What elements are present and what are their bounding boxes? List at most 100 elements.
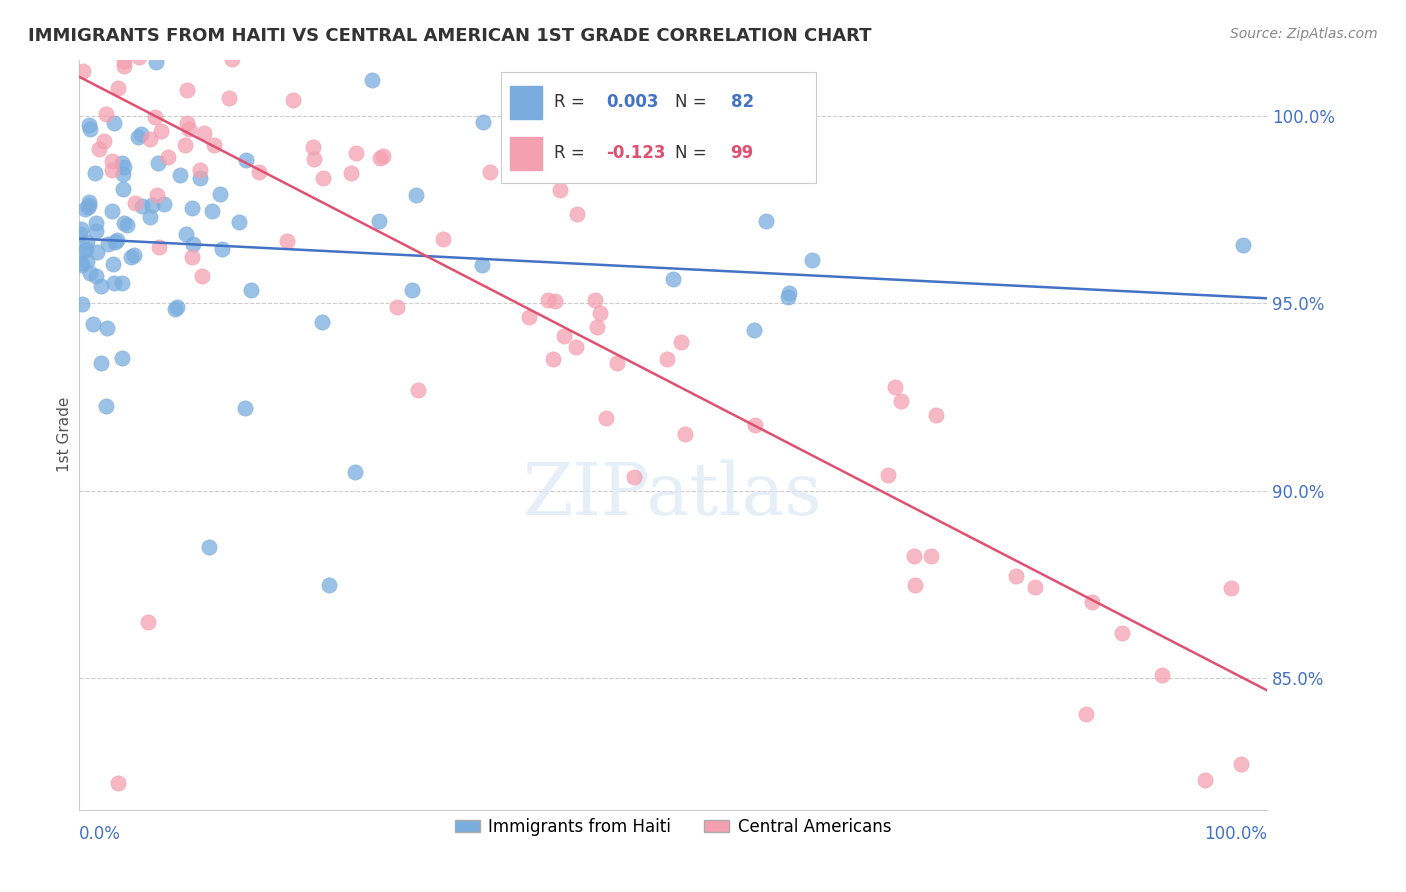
Point xyxy=(101,162,124,177)
Point xyxy=(920,549,942,564)
Point xyxy=(343,465,366,479)
Point xyxy=(103,34,125,48)
Point xyxy=(589,306,612,320)
Point xyxy=(368,214,391,228)
Point xyxy=(778,290,800,304)
Point xyxy=(586,320,609,334)
Point xyxy=(302,152,325,166)
Point xyxy=(188,163,211,178)
Point xyxy=(75,242,97,256)
Point xyxy=(90,278,112,293)
Point xyxy=(266,34,288,48)
Point xyxy=(1220,581,1243,595)
Point xyxy=(157,150,180,164)
Point xyxy=(1004,569,1026,583)
Point xyxy=(387,300,409,314)
Point xyxy=(97,34,120,48)
Point xyxy=(1081,595,1104,609)
Point xyxy=(76,235,98,249)
Point xyxy=(1074,707,1097,722)
Point xyxy=(112,160,135,174)
Point xyxy=(77,194,100,209)
Point xyxy=(877,468,900,483)
Point xyxy=(97,236,120,251)
Point xyxy=(479,165,502,179)
Text: ZIPatlas: ZIPatlas xyxy=(523,459,823,530)
Point xyxy=(1024,580,1046,594)
Point xyxy=(79,266,101,280)
Point xyxy=(136,615,159,629)
Point xyxy=(228,215,250,229)
Point xyxy=(904,578,927,592)
Point xyxy=(673,427,696,442)
Point xyxy=(94,399,117,413)
Point xyxy=(595,411,617,425)
Point xyxy=(150,124,173,138)
Point xyxy=(302,140,325,154)
Point xyxy=(72,63,94,78)
Point xyxy=(368,151,391,165)
Point xyxy=(143,110,166,124)
Point xyxy=(406,383,429,397)
Point xyxy=(742,324,765,338)
Point xyxy=(177,34,200,48)
Point xyxy=(197,43,219,57)
Point xyxy=(145,188,167,202)
Point xyxy=(166,301,188,315)
Point xyxy=(211,242,233,256)
Point xyxy=(79,122,101,136)
Point xyxy=(606,356,628,370)
Point xyxy=(111,167,134,181)
Point xyxy=(218,91,240,105)
Point xyxy=(111,156,134,170)
Point xyxy=(112,182,135,196)
Point xyxy=(103,276,125,290)
Point xyxy=(105,233,128,247)
Point xyxy=(107,80,129,95)
Point xyxy=(143,34,166,48)
Point xyxy=(292,34,315,48)
Point xyxy=(89,34,111,48)
Point xyxy=(127,130,149,145)
Point xyxy=(517,310,540,324)
Point xyxy=(111,277,134,291)
Legend: Immigrants from Haiti, Central Americans: Immigrants from Haiti, Central Americans xyxy=(449,811,898,843)
Point xyxy=(537,293,560,307)
Point xyxy=(90,356,112,370)
Point xyxy=(101,154,124,169)
Point xyxy=(217,34,239,48)
Point xyxy=(145,55,167,70)
Point xyxy=(163,302,186,317)
Point xyxy=(221,53,243,67)
Point xyxy=(281,93,304,107)
Point xyxy=(131,127,153,141)
Point xyxy=(120,250,142,264)
Point xyxy=(401,283,423,297)
Point xyxy=(127,42,149,56)
Point xyxy=(86,224,108,238)
Point xyxy=(153,197,176,211)
Point xyxy=(340,165,363,179)
Point xyxy=(136,34,159,48)
Point xyxy=(361,72,384,87)
Point xyxy=(112,216,135,230)
Text: 100.0%: 100.0% xyxy=(1204,824,1267,843)
Point xyxy=(1111,626,1133,640)
Point xyxy=(778,285,800,300)
Point xyxy=(128,50,150,64)
Point xyxy=(83,34,105,48)
Point xyxy=(180,250,202,264)
Point xyxy=(70,296,93,310)
Point xyxy=(73,244,96,259)
Point xyxy=(193,126,215,140)
Point xyxy=(94,106,117,120)
Point xyxy=(669,334,692,349)
Point xyxy=(124,195,146,210)
Point xyxy=(744,417,766,432)
Point xyxy=(565,340,588,354)
Point xyxy=(655,351,678,366)
Point xyxy=(180,201,202,215)
Point xyxy=(100,204,122,219)
Point xyxy=(80,34,103,48)
Point xyxy=(104,235,127,249)
